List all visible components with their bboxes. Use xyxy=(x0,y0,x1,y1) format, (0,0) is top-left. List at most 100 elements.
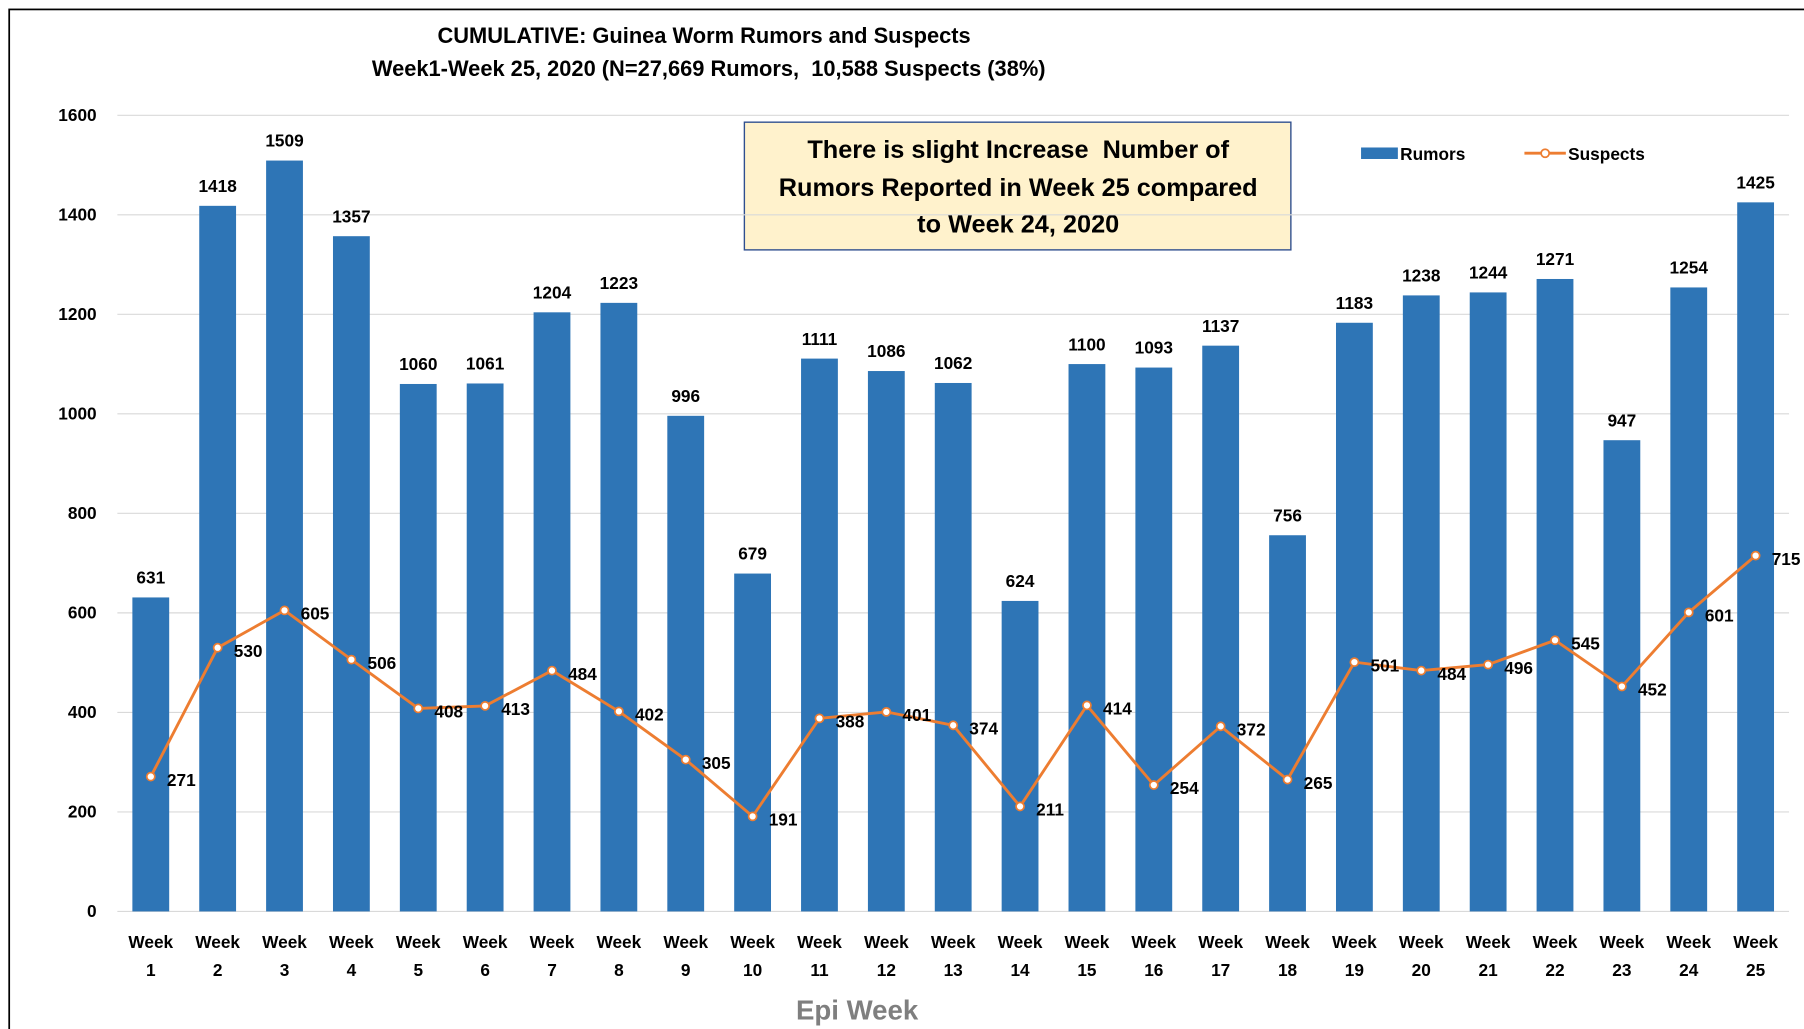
data-label: 605 xyxy=(301,604,330,624)
data-label: 715 xyxy=(1772,549,1801,569)
x-tick-label: Week 3 xyxy=(262,932,307,980)
data-label: 1183 xyxy=(1336,293,1373,313)
data-label: 631 xyxy=(136,568,165,588)
marker xyxy=(413,703,424,714)
annotation: There is slight Increase Number of xyxy=(807,136,1229,164)
y-tick-label: 200 xyxy=(68,802,97,822)
marker xyxy=(279,605,290,616)
marker xyxy=(1683,607,1694,618)
data-label: 372 xyxy=(1237,720,1266,740)
data-label: 388 xyxy=(836,712,865,732)
data-label: 1061 xyxy=(466,354,505,374)
marker xyxy=(346,654,357,665)
data-label: 1244 xyxy=(1469,263,1508,283)
x-tick-label: Week 6 xyxy=(463,932,508,980)
data-label: 496 xyxy=(1504,658,1533,678)
x-tick-label: Week 10 xyxy=(730,932,775,980)
chart-title: CUMULATIVE: Guinea Worm Rumors and Suspe… xyxy=(438,23,971,48)
bar xyxy=(266,160,303,912)
x-tick-label: Week 5 xyxy=(396,932,441,980)
x-tick-label: Week 20 xyxy=(1399,932,1444,980)
bar xyxy=(466,383,504,912)
marker xyxy=(1483,659,1494,670)
bar xyxy=(1202,345,1240,912)
bar xyxy=(1269,535,1306,912)
data-label: 1271 xyxy=(1536,249,1575,269)
marker xyxy=(948,720,959,731)
bar xyxy=(1670,287,1708,912)
x-tick-label: Week 14 xyxy=(998,932,1043,980)
bar xyxy=(399,383,437,912)
x-tick-label: Week 17 xyxy=(1198,932,1243,980)
data-label: 501 xyxy=(1371,655,1400,675)
data-label: 191 xyxy=(769,810,798,830)
data-label: 1418 xyxy=(198,176,237,196)
data-label: 1223 xyxy=(600,273,638,293)
x-tick-label: Week 24 xyxy=(1666,932,1711,980)
bar xyxy=(600,302,638,912)
legend-swatch xyxy=(1540,148,1551,159)
bar xyxy=(867,371,905,912)
data-label: 1093 xyxy=(1135,338,1173,358)
data-label: 601 xyxy=(1705,606,1734,626)
data-label: 265 xyxy=(1304,773,1333,793)
data-label: 402 xyxy=(635,705,664,725)
x-tick-label: Week 12 xyxy=(864,932,909,980)
data-label: 1062 xyxy=(934,353,972,373)
y-tick-label: 1600 xyxy=(58,105,96,125)
marker xyxy=(1148,780,1159,790)
marker xyxy=(1750,550,1761,561)
bar xyxy=(1335,322,1373,912)
marker xyxy=(747,811,758,822)
data-label: 254 xyxy=(1170,778,1199,798)
x-axis-label: Epi Week xyxy=(796,995,919,1026)
bar xyxy=(1603,440,1641,912)
data-label: 1086 xyxy=(867,341,905,361)
marker xyxy=(1215,721,1226,732)
legend-label: Rumors xyxy=(1400,144,1465,164)
marker xyxy=(1349,657,1360,668)
x-tick-label: Week 7 xyxy=(530,932,575,980)
marker xyxy=(212,642,223,653)
x-tick-label: Week 18 xyxy=(1265,932,1310,980)
x-tick-label: Week 21 xyxy=(1466,932,1511,980)
data-label: 271 xyxy=(167,770,196,790)
x-tick-label: Week 4 xyxy=(329,932,374,980)
annotation-box xyxy=(743,121,1292,251)
x-tick-label: Week 11 xyxy=(797,932,842,980)
data-label: 1060 xyxy=(399,354,437,374)
data-label: 484 xyxy=(568,664,597,684)
data-label: 408 xyxy=(434,702,463,722)
bar xyxy=(332,236,370,912)
data-label: 545 xyxy=(1571,633,1600,653)
data-label: 211 xyxy=(1036,800,1064,820)
marker xyxy=(145,771,156,782)
x-tick-label: Week 15 xyxy=(1065,932,1110,980)
data-label: 756 xyxy=(1273,505,1302,525)
marker xyxy=(814,713,825,724)
y-tick-label: 600 xyxy=(68,603,97,623)
y-tick-label: 400 xyxy=(68,702,97,722)
data-label: 506 xyxy=(367,653,396,673)
data-label: 452 xyxy=(1638,680,1667,700)
y-tick-label: 1200 xyxy=(58,304,96,324)
bar xyxy=(1135,367,1173,912)
data-label: 401 xyxy=(902,705,931,725)
chart-subtitle: Week1-Week 25, 2020 (N=27,669 Rumors, 10… xyxy=(372,56,1046,81)
bar xyxy=(1469,292,1507,912)
marker xyxy=(1616,681,1627,692)
data-label: 947 xyxy=(1607,410,1636,430)
data-label: 1238 xyxy=(1402,266,1441,286)
data-label: 305 xyxy=(702,753,731,773)
bar xyxy=(801,358,838,912)
marker xyxy=(1416,665,1427,676)
y-tick-label: 1400 xyxy=(58,205,96,225)
marker xyxy=(613,706,624,717)
marker xyxy=(680,754,691,765)
marker xyxy=(1282,774,1293,785)
bar xyxy=(934,382,972,912)
marker xyxy=(547,665,557,676)
data-label: 484 xyxy=(1437,664,1466,684)
